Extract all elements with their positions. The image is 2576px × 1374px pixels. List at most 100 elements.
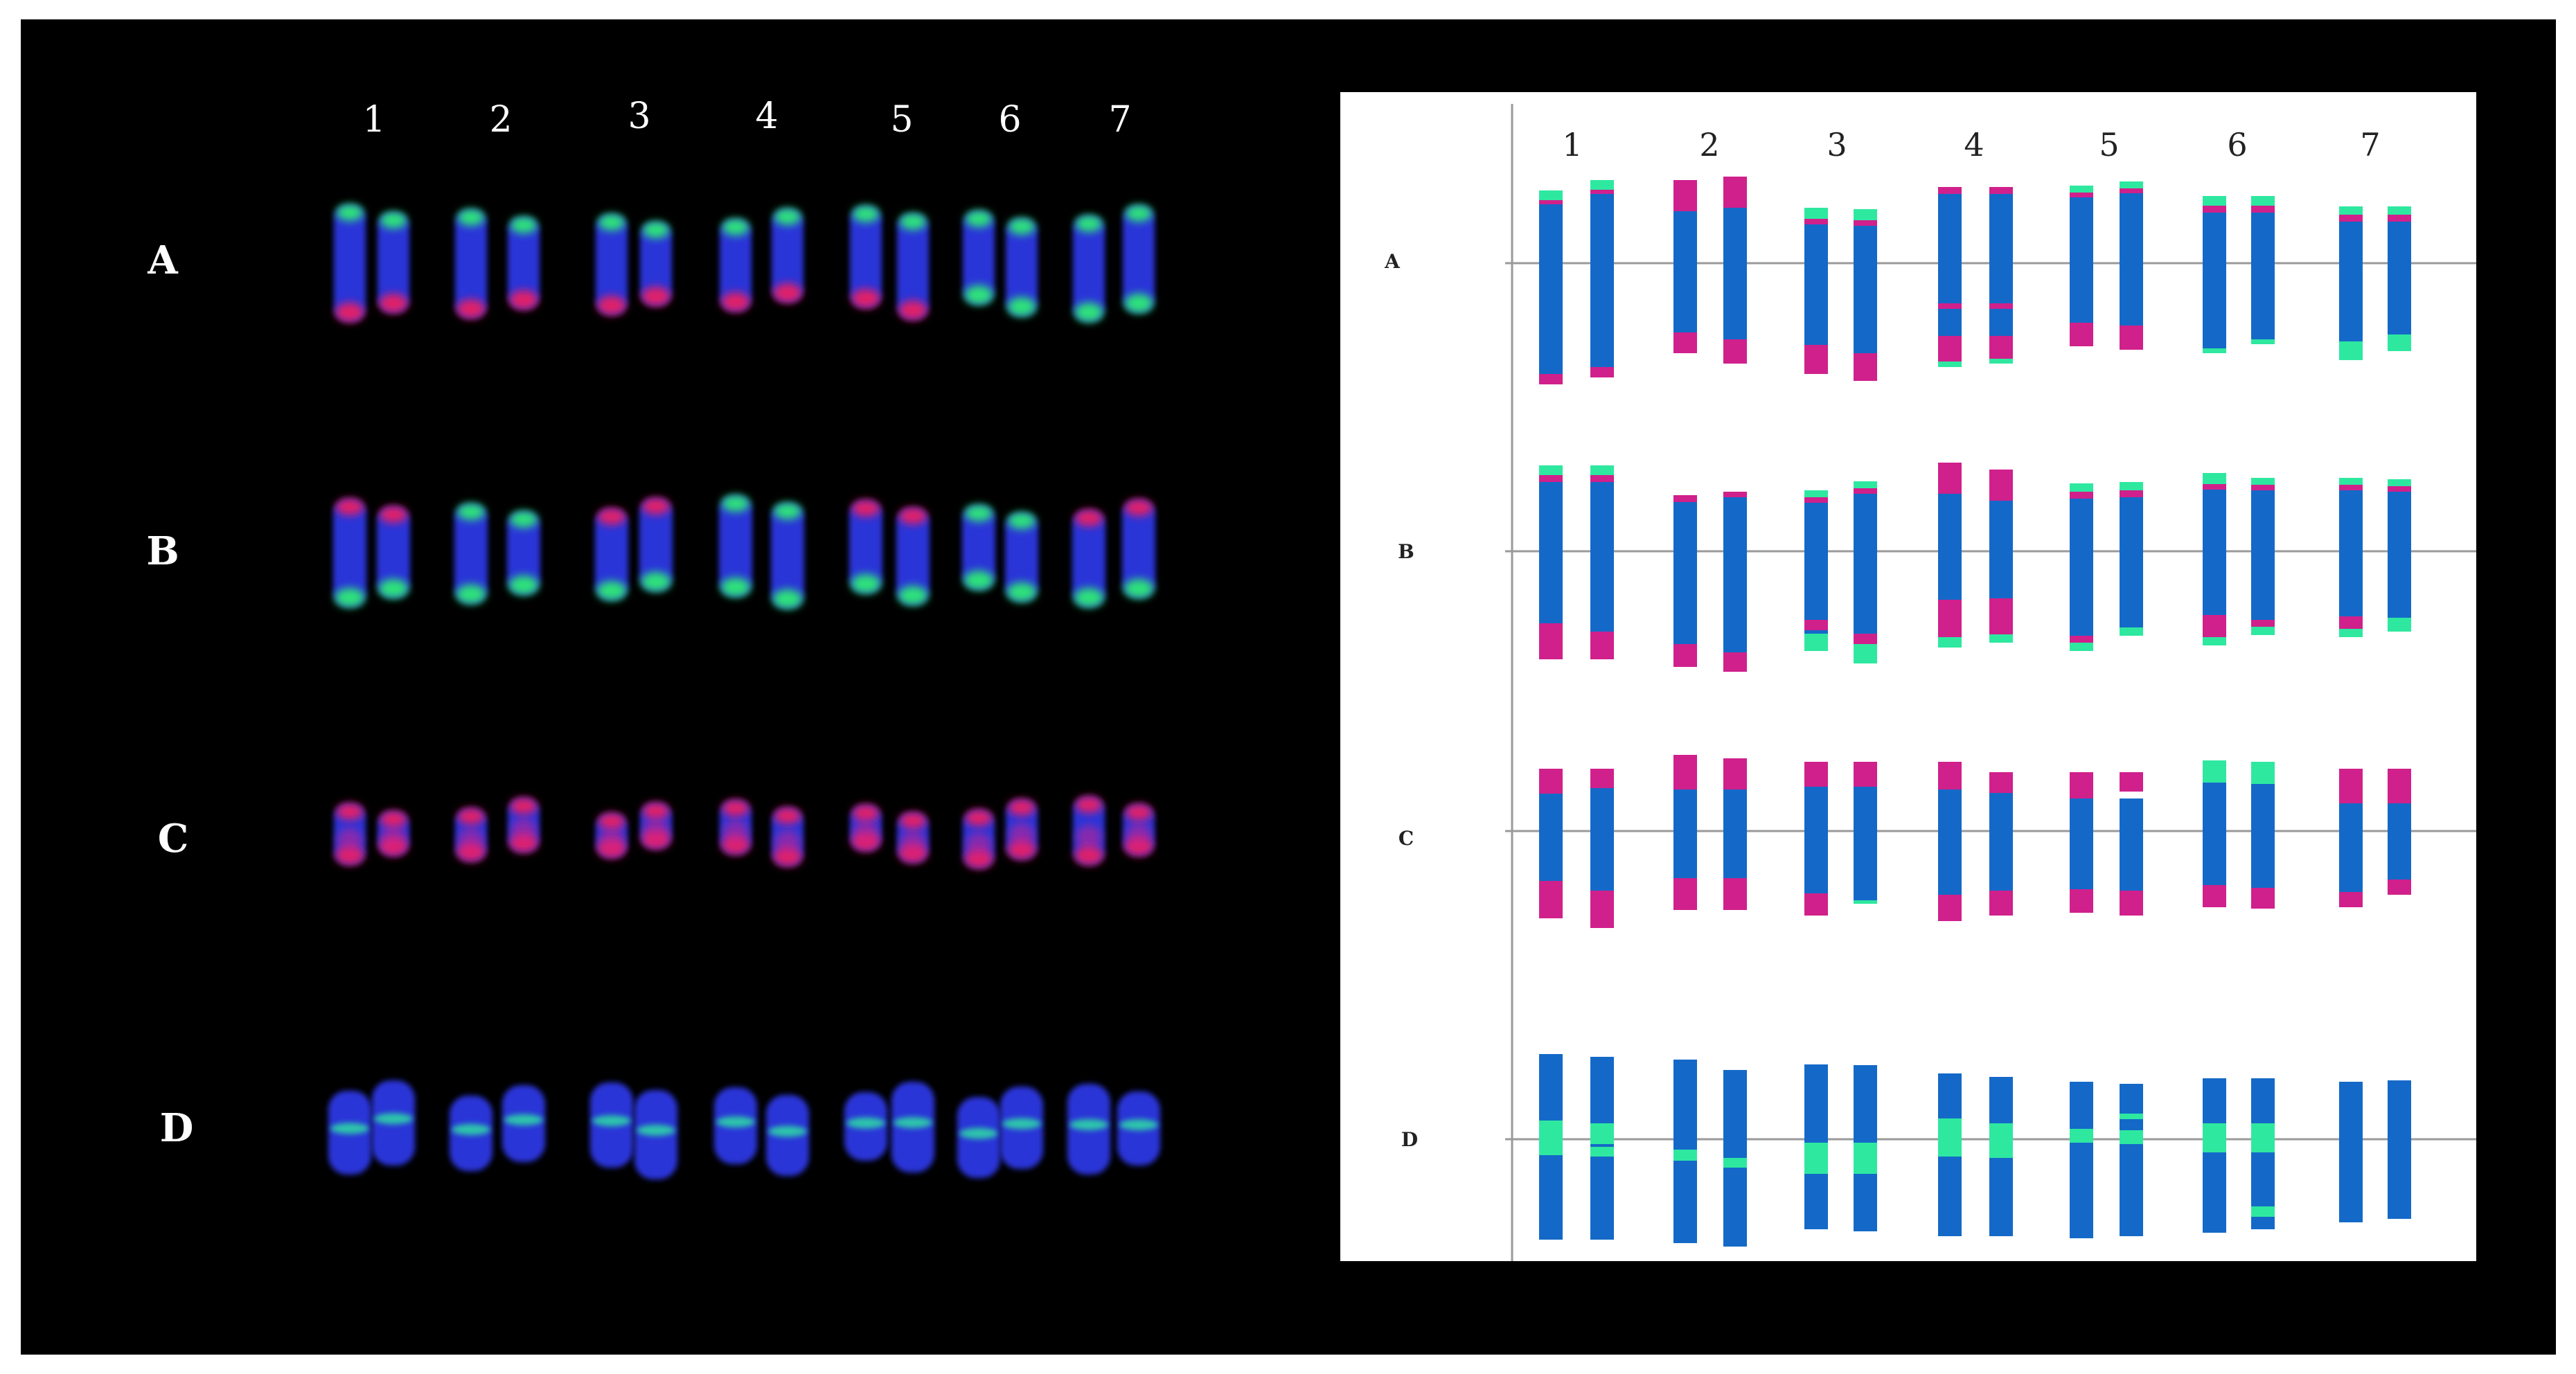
ideogram-signal-band <box>1590 465 1614 475</box>
dapi-body <box>507 511 540 595</box>
ideogram-bar <box>2203 760 2226 907</box>
photo-signal <box>722 820 749 846</box>
ideogram-chromosome-b3-2 <box>1854 481 1877 663</box>
photo-signal <box>899 812 927 829</box>
ideogram-signal-band <box>1723 339 1747 364</box>
ideogram-signal-band <box>2120 772 2143 792</box>
photo-chromosome-d5-1 <box>844 1092 887 1161</box>
photo-signal <box>508 576 539 595</box>
photo-chromosome-d5-2 <box>891 1082 934 1172</box>
dapi-body <box>334 204 366 322</box>
ideogram-chromosome-b2-2 <box>1723 492 1747 672</box>
photo-signal <box>452 1124 490 1136</box>
photo-signal <box>1008 218 1036 235</box>
photo-signal <box>509 511 538 528</box>
photo-signal <box>1076 825 1102 850</box>
ideogram-signal-band <box>2070 323 2093 346</box>
ideogram-signal-band <box>1590 367 1614 377</box>
ideogram-signal-band <box>1854 634 1877 644</box>
ideogram-chromosome-c5-2 <box>2120 772 2143 916</box>
ideogram-signal-band <box>2339 629 2363 637</box>
ideogram-signal-band <box>1723 1158 1747 1168</box>
ideogram-signal-band <box>2203 760 2226 783</box>
ideogram-bar <box>1673 495 1697 667</box>
dapi-body <box>333 499 366 607</box>
photo-signal <box>374 1113 413 1125</box>
photo-chromosome-a2-2 <box>508 217 540 310</box>
ideogram-chromosome-d1-1 <box>1539 1054 1563 1240</box>
photo-chromosome-a7-1 <box>1073 215 1105 322</box>
ideogram-signal-band <box>2388 206 2411 215</box>
ideogram-signal-band <box>1804 620 1828 630</box>
photo-signal <box>1119 1119 1158 1131</box>
dapi-body <box>454 503 488 604</box>
photo-chromosome-d3-1 <box>590 1082 633 1168</box>
ideogram-signal-band <box>1989 359 2013 364</box>
ideogram-chromosome-c5-1 <box>2070 772 2093 913</box>
photo-signal <box>504 1114 543 1125</box>
photo-chromosome-b7-2 <box>1122 499 1155 598</box>
photo-row-label-a: A <box>147 238 179 283</box>
ideogram-chromosome-b4-1 <box>1938 463 1962 648</box>
ideogram-signal-band <box>1804 490 1828 497</box>
dapi-body <box>640 222 672 306</box>
photo-signal <box>643 818 669 844</box>
ideogram-chromosome-a3-1 <box>1804 208 1828 374</box>
ideogram-signal-band <box>2251 206 2275 213</box>
photo-signal <box>1069 1118 1108 1130</box>
photo-signal <box>379 506 408 523</box>
dapi-body <box>1006 218 1038 316</box>
dapi-body <box>595 508 628 600</box>
ideogram-signal-band <box>1989 598 2013 634</box>
photo-signal <box>851 289 880 308</box>
ideogram-signal-band <box>2120 627 2143 636</box>
ideogram-chromosome-d4-2 <box>1989 1077 2013 1236</box>
photo-signal <box>597 296 626 315</box>
photo-signal <box>1006 582 1037 602</box>
photo-chromosome-c3-1 <box>596 813 628 858</box>
photo-chromosome-d2-2 <box>502 1085 545 1162</box>
ideogram-chromosome-a3-2 <box>1854 209 1877 381</box>
ideogram-signal-band <box>2203 196 2226 206</box>
ideogram-signal-band <box>1539 475 1563 482</box>
photo-signal <box>898 586 928 605</box>
ideogram-bar <box>2203 1078 2226 1233</box>
photo-signal <box>592 1115 631 1127</box>
ideogram-chromosome-d2-2 <box>1723 1070 1747 1247</box>
photo-signal <box>900 830 926 855</box>
ideogram-chromosome-c6-1 <box>2203 760 2226 907</box>
photo-signal <box>898 301 927 320</box>
photo-signal <box>637 1125 675 1136</box>
ideogram-bar <box>2339 1082 2363 1222</box>
photo-signal <box>456 299 486 319</box>
photo-col-label-7: 7 <box>1108 99 1131 141</box>
ideogram-signal-band <box>1854 644 1877 663</box>
ideogram-signal-band <box>1673 332 1697 353</box>
ideogram-chromosome-b6-1 <box>2203 473 2226 645</box>
photo-signal <box>509 290 538 310</box>
ideogram-signal-band <box>2203 615 2226 637</box>
ideogram-chromosome-b3-1 <box>1804 490 1828 651</box>
ideogram-signal-band <box>2070 483 2093 492</box>
ideogram-chromosome-b5-1 <box>2070 483 2093 651</box>
ideogram-chromosome-d7-1 <box>2339 1082 2363 1222</box>
ideogram-signal-band <box>1804 208 1828 219</box>
photo-chromosome-a5-1 <box>850 206 882 308</box>
photo-signal <box>852 805 880 821</box>
photo-signal <box>1124 499 1153 516</box>
ideogram-signal-band <box>2120 490 2143 497</box>
photo-chromosome-b4-1 <box>719 495 752 597</box>
ideogram-signal-band <box>2251 485 2275 490</box>
ideogram-chromosome-d5-1 <box>2070 1082 2093 1238</box>
ideogram-chromosome-d4-1 <box>1938 1073 1962 1236</box>
photo-signal <box>456 503 486 520</box>
ideogram-row-labels: A B C D <box>1384 250 1418 1151</box>
photo-chromosome-c2-1 <box>455 808 487 862</box>
photo-signal <box>720 578 751 597</box>
ideogram-bar <box>2339 206 2363 360</box>
ideogram-bar <box>2388 1080 2411 1219</box>
ideogram-chromosome-a1-1 <box>1539 190 1563 384</box>
photo-chromosome-d6-2 <box>1000 1087 1043 1169</box>
photo-signal <box>1074 846 1103 865</box>
ideogram-signal-band <box>1723 758 1747 789</box>
